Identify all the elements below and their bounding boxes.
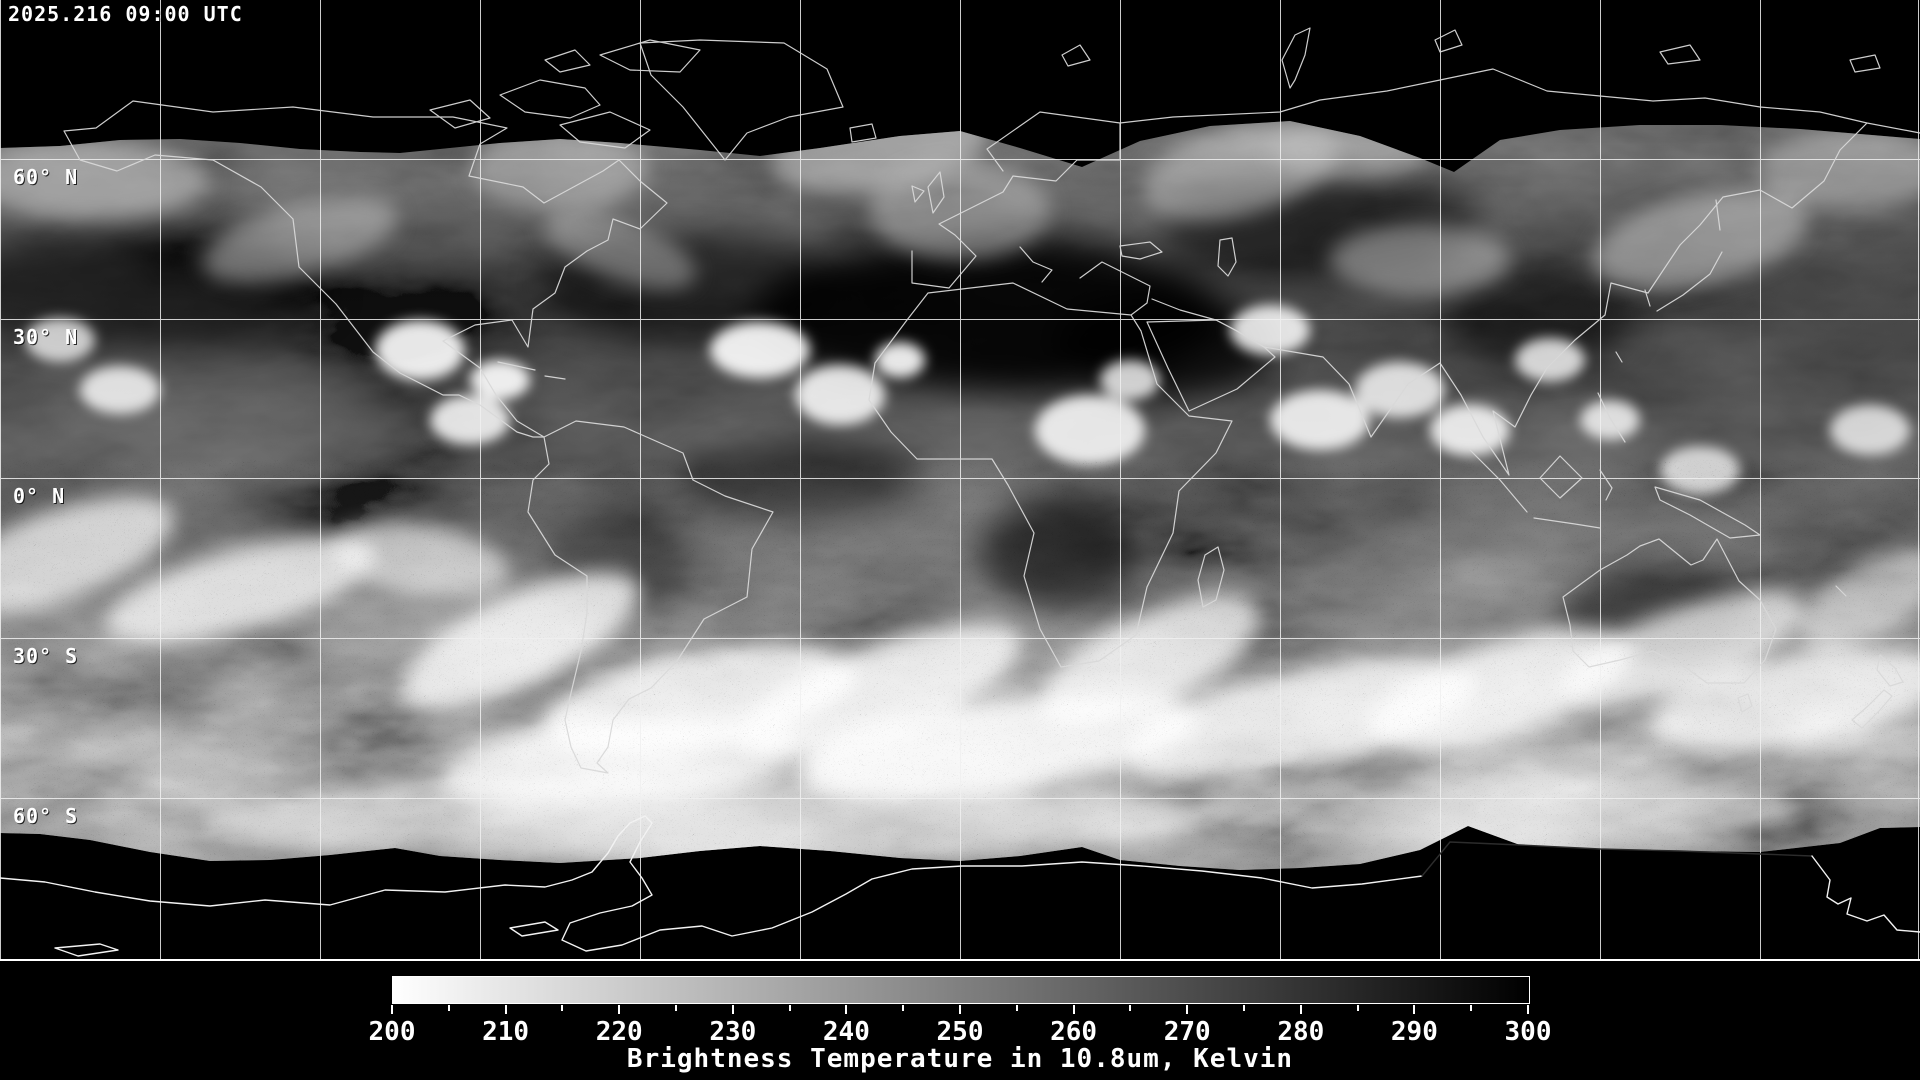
colorbar-tick-label: 270 [1163,1017,1211,1047]
latitude-label: 30° N [13,325,79,349]
latitude-label: 0° N [13,484,66,508]
colorbar-tick-label: 240 [822,1017,870,1047]
colorbar-tick-label: 230 [709,1017,757,1047]
colorbar-tick-label: 290 [1390,1017,1438,1047]
colorbar-tick-label: 210 [482,1017,530,1047]
graticule [0,0,1920,959]
colorbar-tick [504,1005,507,1014]
colorbar-tick [731,1005,734,1014]
colorbar-tick [675,1005,677,1011]
colorbar-tick [618,1005,621,1014]
timestamp-label: 2025.216 09:00 UTC [8,2,243,26]
colorbar-tick-label: 200 [368,1017,416,1047]
antarctica-coastline [0,815,1920,957]
colorbar-gradient [392,976,1530,1004]
colorbar-tick [1186,1005,1189,1014]
colorbar-caption: Brightness Temperature in 10.8um, Kelvin [626,1044,1294,1074]
colorbar-tick [1413,1005,1416,1014]
colorbar-tick [959,1005,961,1014]
latitude-label: 30° S [13,644,79,668]
colorbar-tick [561,1005,564,1011]
colorbar-tick [1527,1005,1529,1014]
colorbar-tick [1243,1005,1245,1011]
latitude-label: 60° N [13,165,79,189]
colorbar-tick-label: 300 [1504,1017,1552,1047]
colorbar-tick [1356,1005,1359,1011]
colorbar-tick-label: 220 [595,1017,643,1047]
colorbar-tick [1015,1005,1018,1011]
colorbar-tick [788,1005,791,1011]
colorbar-tick [1072,1005,1075,1014]
colorbar-tick [1299,1005,1302,1014]
colorbar-tick-label: 280 [1277,1017,1325,1047]
colorbar-tick [391,1005,393,1014]
colorbar-tick [447,1005,450,1011]
colorbar-tick-label: 260 [1050,1017,1098,1047]
colorbar-tick [1129,1005,1132,1011]
latitude-label: 60° S [13,804,79,828]
coastlines [63,27,1920,774]
colorbar-tick [1470,1005,1473,1011]
colorbar-tick [845,1005,848,1014]
colorbar-tick-label: 250 [936,1017,984,1047]
colorbar-tick [902,1005,905,1011]
